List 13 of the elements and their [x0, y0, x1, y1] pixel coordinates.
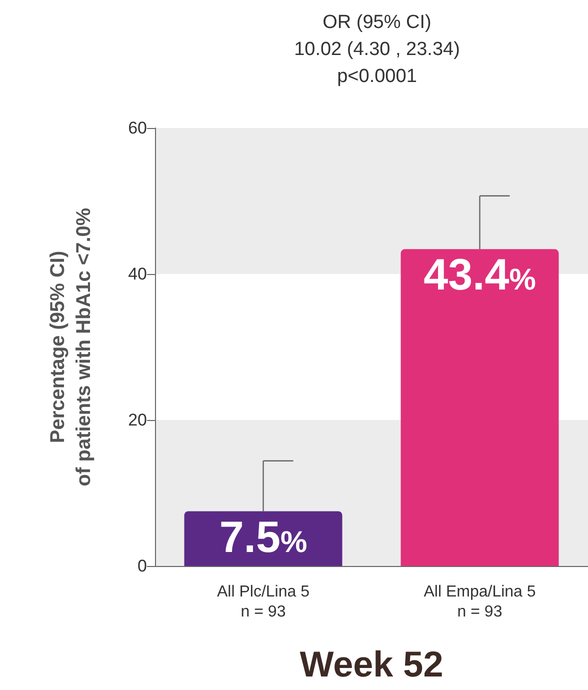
x-tick-label: All Plc/Lina 5 n = 93	[217, 584, 310, 620]
data-label: 43.4%	[424, 250, 536, 300]
data-label: 7.5%	[219, 512, 308, 562]
y-tick-label: 0	[138, 556, 147, 576]
y-axis-title: Percentage (95% CI) of patients with HbA1c <7.0%	[47, 208, 95, 486]
x-axis-title: Week 52	[300, 644, 444, 684]
y-tick-label: 40	[128, 264, 147, 284]
text: p<0.0001	[337, 66, 417, 87]
x-tick-label: All Empa/Lina 5 n = 93	[424, 584, 536, 620]
text: 10.02 (4.30 , 23.34)	[294, 39, 460, 60]
chart-title: OR (95% CI)	[322, 12, 432, 33]
y-tick-label: 60	[128, 118, 147, 138]
y-tick-label: 20	[128, 410, 147, 430]
